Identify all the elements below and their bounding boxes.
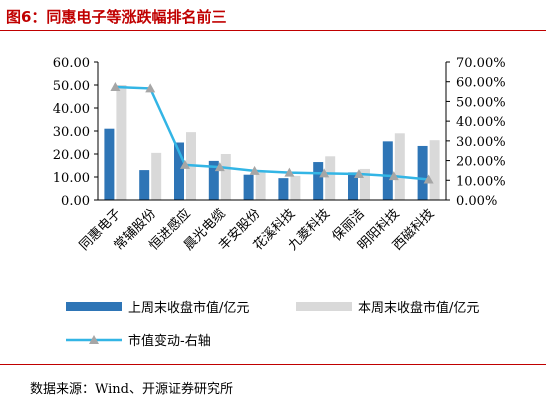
legend-marker	[89, 335, 99, 344]
bar-this-week	[394, 133, 405, 200]
y-left-tick-label: 50.00	[53, 79, 90, 94]
y-right-tick-label: 60.00%	[456, 76, 506, 91]
y-left-tick-label: 10.00	[53, 171, 90, 186]
bar-last-week	[208, 160, 219, 200]
line-point	[354, 168, 364, 178]
bar-this-week	[116, 85, 127, 200]
y-left-tick-label: 60.00	[53, 56, 90, 71]
bar-this-week	[290, 175, 301, 200]
y-right-tick-label: 30.00%	[456, 135, 506, 150]
source-note: 数据来源：Wind、开源证券研究所	[30, 382, 233, 397]
legend-label-line: 市值变动-右轴	[128, 333, 211, 349]
legend-swatch-last-week	[66, 302, 122, 311]
y-left-tick-label: 40.00	[53, 102, 90, 117]
legend-swatch-this-week	[296, 302, 352, 311]
line-series	[115, 85, 429, 181]
axes-layer: 0.00 10.00 20.00 30.00 40.00 50.00 60.00 0.00% 1…	[53, 56, 506, 209]
y-right-tick-label: 20.00%	[456, 155, 506, 170]
line-point	[110, 82, 121, 92]
y-left-tick-label: 30.00	[53, 125, 90, 140]
legend-label-this-week: 本周末收盘市值/亿元	[358, 300, 479, 316]
line-point	[249, 165, 260, 175]
bar-this-week	[151, 152, 162, 200]
bar-last-week	[104, 128, 115, 200]
bar-this-week	[429, 140, 440, 200]
figure-title: 图6：同惠电子等涨跌幅排名前三	[6, 8, 227, 26]
bar-last-week	[313, 162, 324, 200]
bar-this-week	[360, 168, 370, 200]
line-point	[423, 174, 434, 184]
bar-this-week	[325, 156, 336, 200]
line-point	[319, 168, 330, 178]
bar-last-week	[382, 141, 393, 200]
y-right-tick-label: 50.00%	[456, 95, 506, 110]
y-left-tick-label: 20.00	[53, 148, 90, 163]
bar-last-week	[243, 174, 254, 200]
y-right-tick-label: 40.00%	[456, 115, 506, 130]
bar-last-week	[139, 170, 150, 200]
bar-last-week	[174, 142, 184, 200]
line-point	[284, 167, 295, 177]
line-point	[214, 162, 225, 172]
line-point	[388, 171, 399, 181]
y-right-tick-label: 0.00%	[456, 194, 497, 209]
y-left-tick-label: 0.00	[61, 194, 90, 209]
bars-layer	[104, 85, 440, 200]
title-divider	[0, 30, 546, 31]
bar-this-week	[255, 171, 266, 200]
y-right-tick-label: 70.00%	[456, 56, 506, 71]
bar-last-week	[278, 178, 289, 200]
bar-this-week	[220, 154, 231, 200]
source-divider	[0, 364, 546, 365]
bar-last-week	[417, 145, 428, 200]
y-right-tick-label: 10.00%	[456, 174, 506, 189]
line-point	[145, 83, 156, 93]
line-layer	[110, 82, 434, 184]
legend-label-last-week: 上周末收盘市值/亿元	[128, 300, 249, 316]
line-point	[180, 159, 190, 169]
bar-last-week	[348, 172, 358, 200]
